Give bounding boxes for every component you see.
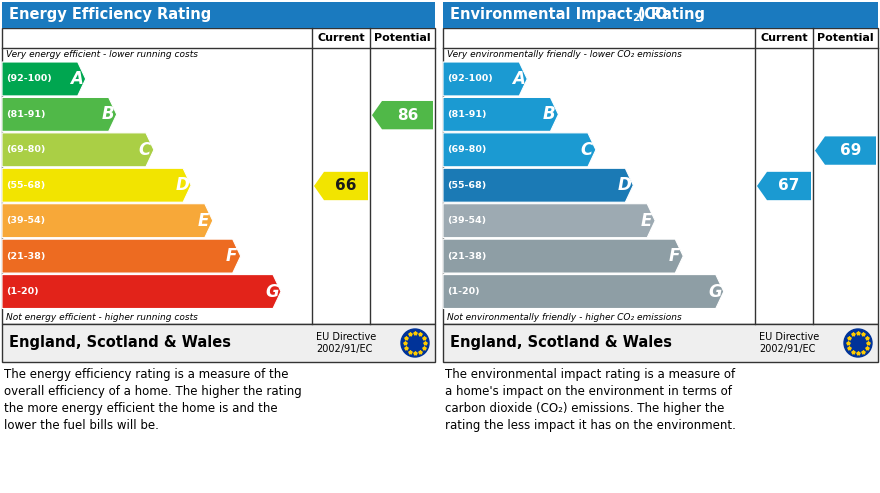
Text: B: B [543, 106, 556, 123]
Polygon shape [443, 62, 527, 96]
Text: Current: Current [760, 33, 808, 43]
Text: 2: 2 [632, 13, 639, 23]
Text: (21-38): (21-38) [447, 251, 487, 261]
Polygon shape [2, 62, 85, 96]
Bar [2, 28, 435, 324]
Text: D: D [618, 176, 631, 194]
Text: Potential: Potential [374, 33, 431, 43]
Bar [443, 324, 878, 362]
Text: 86: 86 [397, 107, 418, 123]
Text: 66: 66 [335, 178, 356, 193]
Text: The energy efficiency rating is a measure of the
overall efficiency of a home. T: The energy efficiency rating is a measur… [4, 368, 302, 432]
Text: E: E [641, 211, 652, 230]
Text: Current: Current [317, 33, 365, 43]
Polygon shape [2, 239, 241, 273]
Bar [2, 324, 435, 362]
Polygon shape [443, 98, 559, 131]
Text: Not energy efficient - higher running costs: Not energy efficient - higher running co… [6, 313, 198, 322]
Polygon shape [815, 137, 876, 165]
Text: Energy Efficiency Rating: Energy Efficiency Rating [9, 7, 211, 23]
Text: (1-20): (1-20) [447, 287, 480, 296]
Polygon shape [314, 172, 368, 200]
Bar [2, 2, 435, 28]
Polygon shape [443, 239, 683, 273]
Polygon shape [2, 133, 154, 167]
Text: ) Rating: ) Rating [639, 7, 705, 23]
Text: (39-54): (39-54) [447, 216, 486, 225]
Text: (21-38): (21-38) [6, 251, 46, 261]
Bar [443, 28, 878, 324]
Text: D: D [175, 176, 189, 194]
Text: Environmental Impact (CO: Environmental Impact (CO [450, 7, 668, 23]
Text: C: C [139, 141, 151, 159]
Text: B: B [101, 106, 114, 123]
Text: E: E [198, 211, 209, 230]
Text: Not environmentally friendly - higher CO₂ emissions: Not environmentally friendly - higher CO… [447, 313, 682, 322]
Text: (39-54): (39-54) [6, 216, 45, 225]
Text: (92-100): (92-100) [6, 74, 52, 83]
Polygon shape [443, 275, 723, 309]
Text: Very environmentally friendly - lower CO₂ emissions: Very environmentally friendly - lower CO… [447, 50, 682, 59]
Circle shape [401, 329, 429, 357]
Text: Potential: Potential [818, 33, 874, 43]
Text: 67: 67 [778, 178, 800, 193]
Text: F: F [226, 247, 238, 265]
Text: EU Directive
2002/91/EC: EU Directive 2002/91/EC [316, 332, 377, 354]
Polygon shape [2, 168, 191, 202]
Polygon shape [443, 204, 655, 238]
Text: The environmental impact rating is a measure of
a home's impact on the environme: The environmental impact rating is a mea… [445, 368, 736, 432]
Text: G: G [708, 282, 722, 301]
Polygon shape [372, 101, 433, 129]
Text: EU Directive
2002/91/EC: EU Directive 2002/91/EC [759, 332, 819, 354]
Text: C: C [581, 141, 593, 159]
Text: Very energy efficient - lower running costs: Very energy efficient - lower running co… [6, 50, 198, 59]
Text: (81-91): (81-91) [6, 110, 46, 119]
Text: (55-68): (55-68) [447, 181, 487, 190]
Circle shape [844, 329, 872, 357]
Polygon shape [443, 168, 634, 202]
Text: G: G [265, 282, 279, 301]
Text: (69-80): (69-80) [6, 145, 46, 154]
Text: (55-68): (55-68) [6, 181, 45, 190]
Polygon shape [2, 98, 117, 131]
Text: (81-91): (81-91) [447, 110, 487, 119]
Text: (1-20): (1-20) [6, 287, 39, 296]
Text: (92-100): (92-100) [447, 74, 493, 83]
Text: (69-80): (69-80) [447, 145, 487, 154]
Bar [443, 2, 878, 28]
Text: A: A [70, 70, 83, 88]
Text: 69: 69 [840, 143, 862, 158]
Text: England, Scotland & Wales: England, Scotland & Wales [9, 336, 231, 351]
Text: England, Scotland & Wales: England, Scotland & Wales [450, 336, 672, 351]
Text: F: F [669, 247, 680, 265]
Polygon shape [2, 204, 213, 238]
Text: A: A [512, 70, 524, 88]
Polygon shape [443, 133, 596, 167]
Polygon shape [2, 275, 281, 309]
Polygon shape [757, 172, 811, 200]
